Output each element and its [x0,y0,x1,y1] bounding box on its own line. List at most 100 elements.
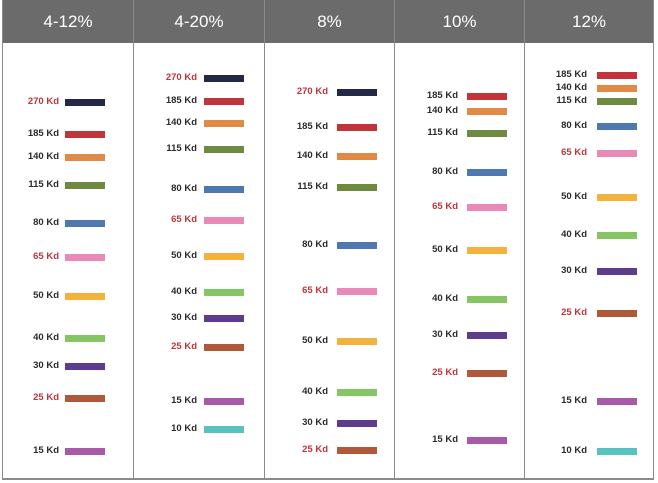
band-label: 80 Kd [33,217,59,228]
band-25kd [204,344,244,351]
band-label: 65 Kd [432,201,458,212]
band-140kd [204,120,244,127]
band-label: 25 Kd [33,392,59,403]
band-label: 15 Kd [432,434,458,445]
band-label: 140 Kd [296,150,328,161]
band-label: 40 Kd [302,386,328,397]
band-label: 185 Kd [165,95,197,106]
band-label: 50 Kd [33,290,59,301]
band-label: 40 Kd [171,286,197,297]
column-header: 4-20% [134,0,264,43]
band-80kd [467,169,507,176]
band-10kd [597,448,637,455]
band-label: 15 Kd [33,445,59,456]
band-label: 115 Kd [166,143,197,154]
column-header: 12% [525,0,653,43]
band-label: 50 Kd [561,191,587,202]
band-label: 65 Kd [171,214,197,225]
band-15kd [467,437,507,444]
band-25kd [337,447,377,454]
band-label: 25 Kd [302,444,328,455]
column-header: 10% [395,0,524,43]
band-140kd [467,108,507,115]
band-50kd [337,338,377,345]
band-label: 80 Kd [171,183,197,194]
band-label: 80 Kd [432,166,458,177]
column-header: 4-12% [3,0,133,43]
band-label: 10 Kd [171,423,197,434]
band-label: 30 Kd [33,360,59,371]
band-80kd [204,186,244,193]
band-65kd [204,217,244,224]
band-185kd [204,98,244,105]
band-140kd [597,85,637,92]
band-label: 140 Kd [555,82,587,93]
band-80kd [65,220,105,227]
band-label: 15 Kd [561,395,587,406]
gel-column-2: 8% 270 Kd 185 Kd 140 Kd 115 Kd 80 Kd 65 Kd 50 K… [264,0,394,480]
band-30kd [337,420,377,427]
band-label: 140 Kd [165,117,197,128]
band-140kd [337,153,377,160]
band-50kd [65,293,105,300]
band-270kd [65,99,105,106]
band-40kd [467,296,507,303]
band-label: 115 Kd [297,181,328,192]
band-label: 30 Kd [302,417,328,428]
band-25kd [597,310,637,317]
band-185kd [597,72,637,79]
band-115kd [467,130,507,137]
band-115kd [597,98,637,105]
gel-column-3: 10% 185 Kd 140 Kd 115 Kd 80 Kd 65 Kd 50 Kd 40 K… [394,0,524,480]
band-50kd [467,247,507,254]
column-header: 8% [265,0,394,43]
band-label: 80 Kd [561,120,587,131]
band-40kd [204,289,244,296]
band-label: 50 Kd [432,244,458,255]
band-label: 140 Kd [426,105,458,116]
band-30kd [467,332,507,339]
band-185kd [65,131,105,138]
band-label: 65 Kd [302,285,328,296]
band-label: 185 Kd [27,128,59,139]
band-30kd [204,315,244,322]
band-185kd [467,93,507,100]
band-40kd [337,389,377,396]
band-label: 65 Kd [33,251,59,262]
band-label: 115 Kd [28,179,59,190]
band-label: 10 Kd [561,445,587,456]
band-65kd [337,288,377,295]
band-270kd [337,89,377,96]
band-140kd [65,154,105,161]
band-65kd [65,254,105,261]
band-25kd [65,395,105,402]
band-65kd [467,204,507,211]
band-label: 140 Kd [27,151,59,162]
band-80kd [597,123,637,130]
band-label: 25 Kd [432,367,458,378]
band-115kd [65,182,105,189]
band-label: 50 Kd [171,250,197,261]
band-label: 40 Kd [561,229,587,240]
band-label: 115 Kd [427,127,458,138]
band-label: 65 Kd [561,147,587,158]
band-label: 270 Kd [296,86,328,97]
band-15kd [65,448,105,455]
band-label: 15 Kd [171,395,197,406]
band-30kd [597,268,637,275]
band-label: 30 Kd [561,265,587,276]
band-270kd [204,75,244,82]
band-label: 25 Kd [561,307,587,318]
band-label: 40 Kd [432,293,458,304]
band-label: 115 Kd [556,95,587,106]
band-label: 185 Kd [555,69,587,80]
band-15kd [597,398,637,405]
band-label: 80 Kd [302,239,328,250]
band-40kd [65,335,105,342]
band-10kd [204,426,244,433]
band-label: 30 Kd [432,329,458,340]
band-80kd [337,242,377,249]
band-15kd [204,398,244,405]
band-label: 185 Kd [296,121,328,132]
